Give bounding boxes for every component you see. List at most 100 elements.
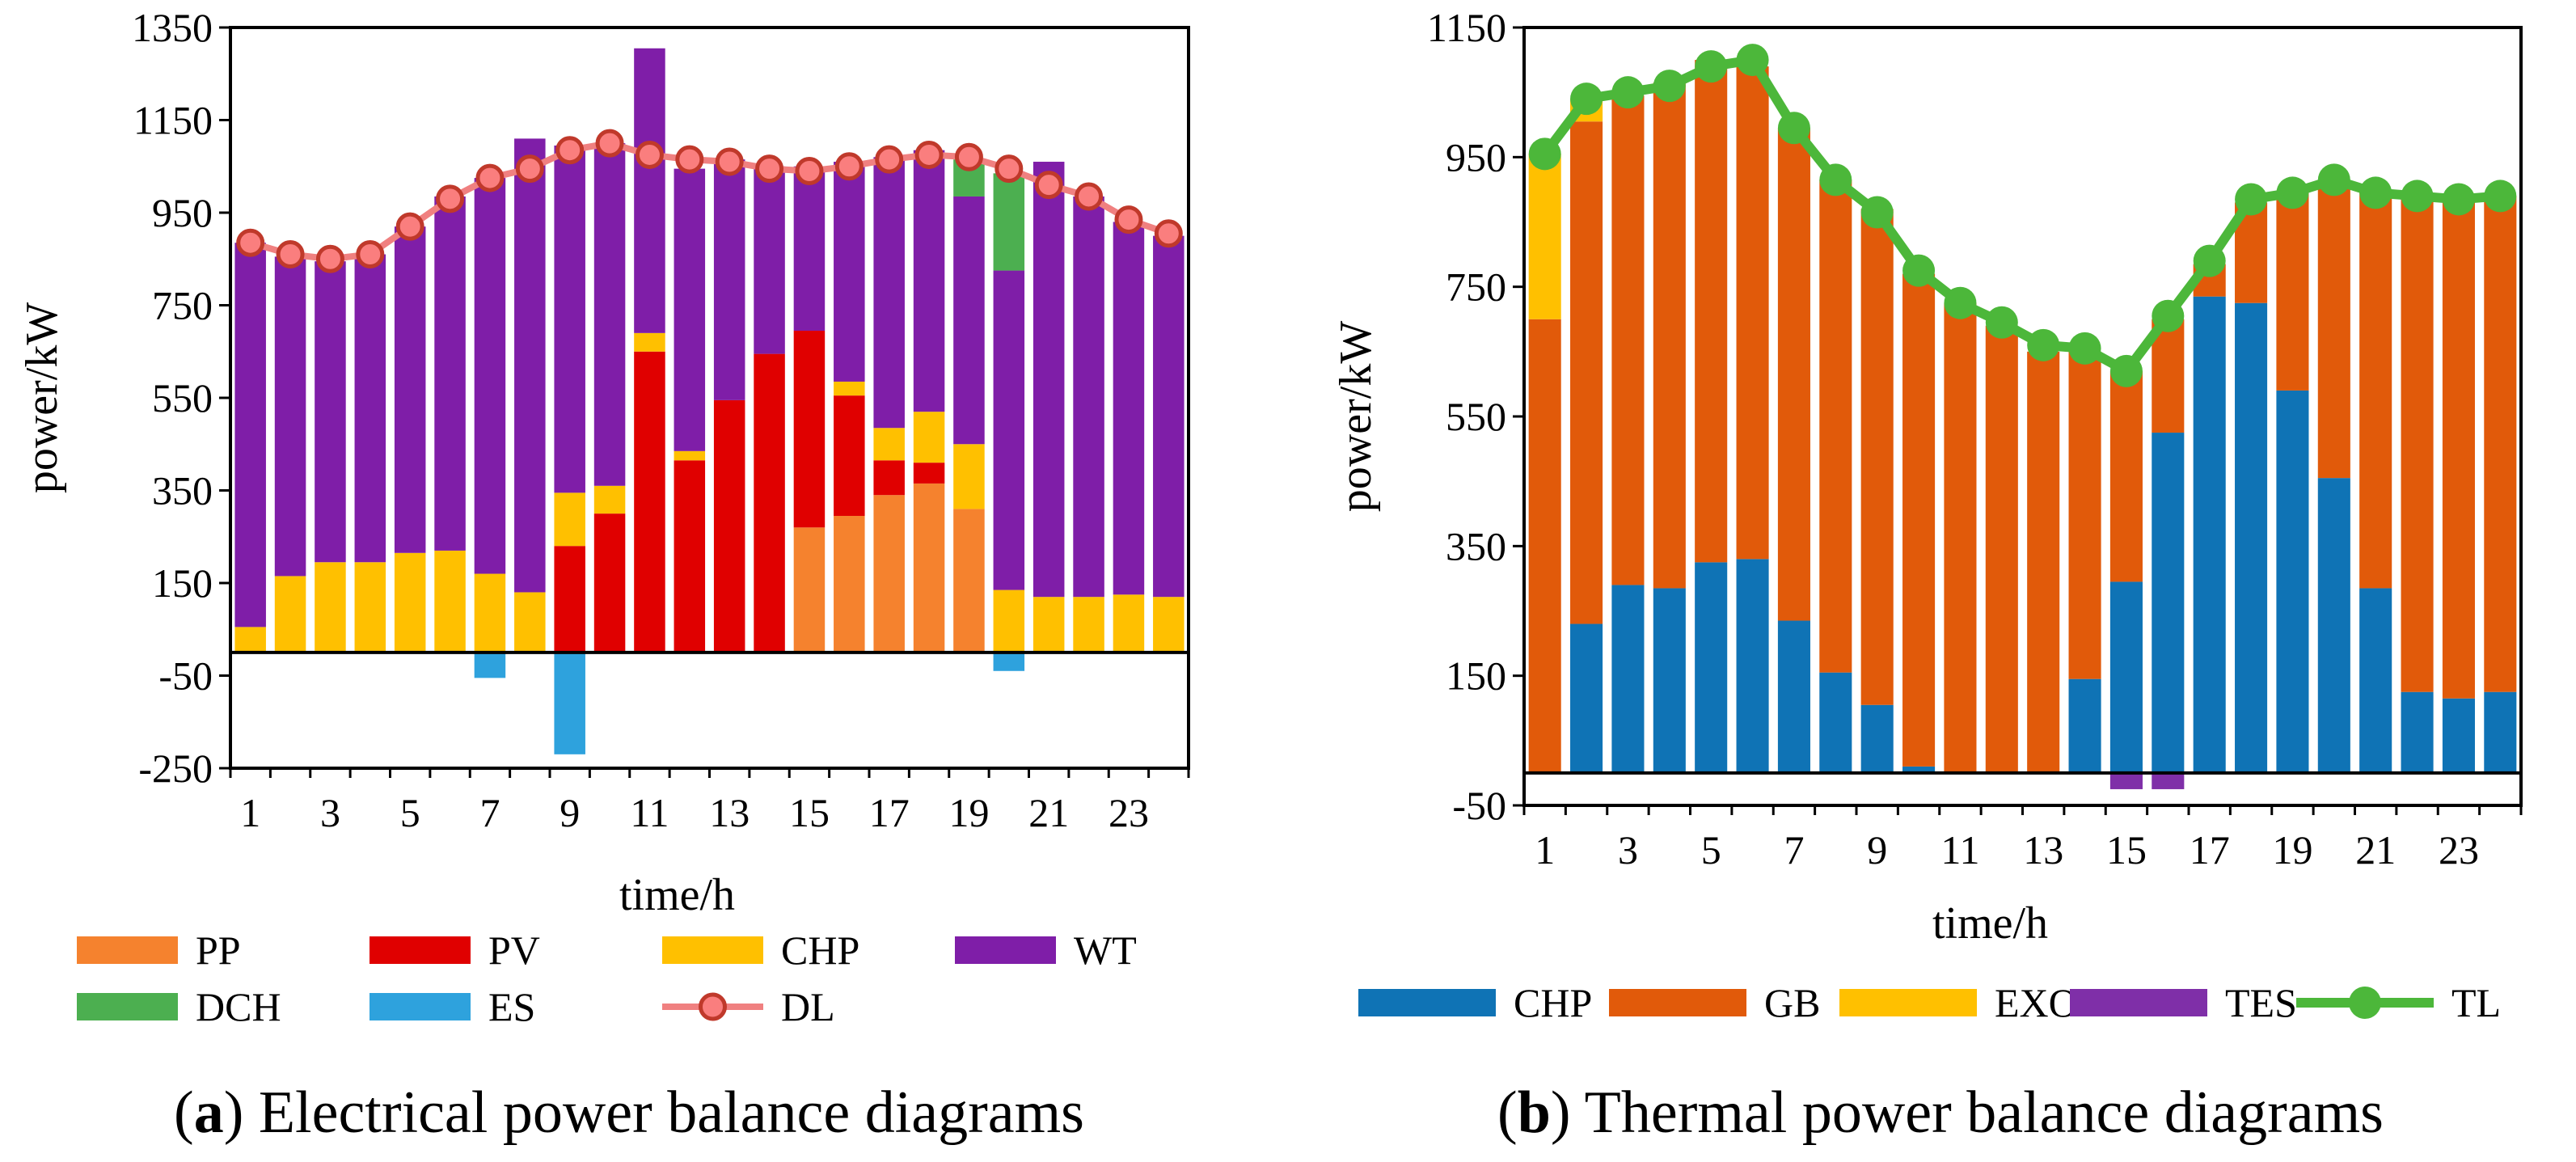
dl-point-t10: [595, 129, 624, 158]
tl-point-t9: [1860, 196, 1894, 229]
bar-wt-t8: [514, 138, 546, 593]
bar-tes-t16: [2152, 772, 2185, 789]
bar-gb-t10: [1902, 273, 1936, 767]
tl-point-t21: [2359, 176, 2392, 209]
x-tick-label: 21: [2355, 827, 2396, 873]
x-tick-label: 19: [2272, 827, 2312, 873]
bar-pv-t10: [593, 513, 626, 653]
legend-swatch: [77, 993, 178, 1020]
bar-pv-t18: [913, 463, 945, 484]
bar-gb-t6: [1736, 66, 1769, 560]
x-tick-label: 15: [2106, 827, 2147, 873]
bar-wt-t9: [554, 145, 585, 493]
bar-chp-t14: [2068, 678, 2101, 773]
thermal-x-ticks: 1 3 5 7 9 11 13 15 17 19 21 23: [1522, 805, 2523, 873]
bar-chp-t5: [394, 552, 426, 653]
bar-wt-t13: [713, 159, 745, 400]
legend-item-chp: CHP: [662, 927, 859, 973]
tl-point-t18: [2235, 183, 2268, 216]
bar-gb-t5: [1695, 60, 1728, 563]
legend-label: TL: [2451, 980, 2501, 1025]
x-tick-label: 1: [1535, 827, 1555, 873]
legend-item-chp: CHP: [1358, 980, 1592, 1025]
dl-point-t14: [755, 154, 784, 184]
bar-chp-t2: [274, 576, 306, 653]
x-tick-label: 13: [2023, 827, 2063, 873]
bar-gb-t8: [1819, 180, 1852, 673]
bar-wt-t4: [354, 254, 386, 563]
bar-gb-t9: [1860, 209, 1894, 705]
legend-swatch: [1839, 989, 1977, 1016]
bar-gb-t3: [1611, 95, 1645, 585]
y-tick-label: 950: [1446, 134, 1506, 180]
bar-chp-t20: [2317, 478, 2350, 773]
tl-point-t7: [1777, 112, 1810, 145]
legend-label: TES: [2225, 980, 2297, 1025]
legend-item-dch: DCH: [77, 984, 281, 1029]
bar-wt-t18: [913, 150, 945, 412]
bar-pp-t18: [913, 483, 945, 653]
legend-label: WT: [1074, 927, 1137, 973]
dl-point-t3: [315, 244, 344, 273]
legend-item-dl: DL: [662, 984, 835, 1029]
bar-chp-t18: [913, 412, 945, 463]
electrical-caption: (a) Electrical power balance diagrams: [174, 1080, 1084, 1146]
dl-point-t5: [395, 212, 424, 241]
legend-item-pv: PV: [370, 927, 540, 973]
x-tick-label: 23: [1109, 790, 1149, 835]
bar-chp-t24: [1153, 597, 1185, 653]
bar-wt-t12: [674, 168, 706, 451]
bar-es-t9: [554, 652, 585, 754]
tl-point-t10: [1902, 254, 1936, 287]
tl-point-t22: [2401, 180, 2434, 213]
thermal-legend: CHP GB EXO TES TL: [1358, 980, 2501, 1025]
bar-pv-t17: [873, 460, 905, 496]
bar-gb-t7: [1777, 128, 1810, 621]
bar-chp-t8: [1819, 672, 1852, 773]
legend-item-wt: WT: [955, 927, 1137, 973]
dl-point-t8: [515, 154, 544, 184]
bar-gb-t12: [1985, 325, 2018, 773]
bar-chp-t11: [634, 332, 665, 352]
tl-point-t3: [1611, 76, 1645, 109]
x-tick-label: 1: [240, 790, 260, 835]
electrical-x-ticks: 1 3 5 7 9 11 13 15 17 19 21 23: [229, 768, 1190, 835]
legend-swatch: [370, 936, 471, 964]
bar-es-t7: [474, 652, 506, 678]
bar-pv-t9: [554, 546, 585, 653]
dl-point-t9: [555, 136, 585, 165]
dl-point-t12: [675, 145, 704, 174]
electrical-x-axis-label: time/h: [619, 870, 735, 920]
legend-label: ES: [488, 984, 535, 1029]
bar-wt-t7: [474, 178, 506, 574]
electrical-y-axis-label: power/kW: [17, 302, 67, 494]
bar-chp-t22: [2401, 691, 2434, 773]
thermal-tl-line: [1528, 44, 2517, 387]
tl-point-t12: [1985, 306, 2018, 339]
dl-point-t6: [436, 184, 465, 213]
bar-wt-t6: [434, 196, 466, 551]
y-tick-label: 350: [152, 468, 213, 513]
bar-pp-t15: [793, 527, 826, 653]
legend-label: GB: [1764, 980, 1820, 1025]
bar-chp-t7: [474, 573, 506, 653]
thermal-caption: (b) Thermal power balance diagrams: [1497, 1080, 2384, 1146]
bar-chp-t20: [993, 589, 1025, 653]
bar-wt-t20: [993, 270, 1025, 590]
bar-wt-t5: [394, 226, 426, 553]
dl-point-t21: [1034, 171, 1063, 200]
x-tick-label: 19: [948, 790, 989, 835]
bar-gb-t22: [2401, 196, 2434, 692]
bar-wt-t11: [634, 48, 665, 333]
bar-wt-t21: [1033, 162, 1065, 598]
bar-wt-t23: [1113, 222, 1145, 595]
bar-chp-t23: [2442, 698, 2475, 773]
y-tick-label: 750: [152, 283, 213, 328]
bar-chp-t21: [1033, 597, 1065, 653]
x-tick-label: 5: [400, 790, 420, 835]
bar-gb-t23: [2442, 199, 2475, 699]
bar-pp-t17: [873, 495, 905, 653]
tl-point-t8: [1819, 163, 1852, 196]
